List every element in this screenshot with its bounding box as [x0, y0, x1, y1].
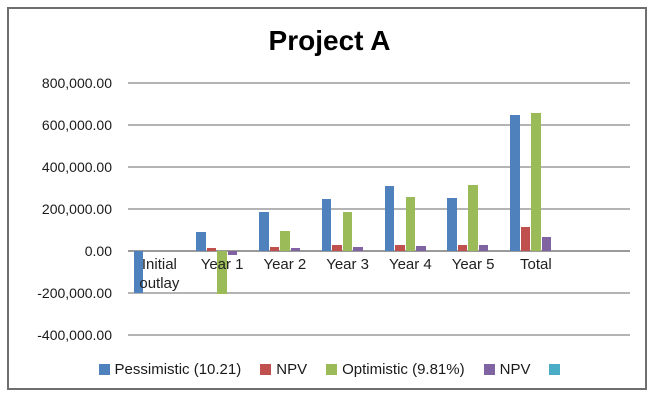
gridline	[128, 124, 630, 126]
legend-item: Optimistic (9.81%)	[326, 361, 465, 378]
y-axis-tick-label: -200,000.00	[37, 285, 112, 301]
legend-swatch-icon	[549, 363, 561, 375]
y-axis-tick-label: 200,000.00	[41, 201, 112, 217]
gridline	[128, 82, 630, 84]
legend-label: Pessimistic (10.21)	[114, 360, 242, 378]
chart-title: Project A	[268, 25, 391, 56]
gridline	[128, 292, 630, 294]
legend-label: Optimistic (9.81%)	[342, 360, 465, 378]
category-label: Year 4	[388, 256, 432, 273]
y-axis-tick-label: -400,000.00	[37, 327, 112, 343]
legend: Pessimistic (10.21) NPV Optimistic (9.81%)…	[0, 360, 659, 378]
category-label: Total	[520, 256, 552, 273]
legend-item	[549, 363, 561, 375]
y-axis-tick-label: 600,000.00	[41, 117, 112, 133]
bar-pessimistic-10-21	[510, 114, 520, 251]
y-axis-tick-label: 400,000.00	[41, 159, 112, 175]
bar-npv	[395, 244, 405, 251]
category-label: Year 2	[263, 256, 307, 273]
bar-npv	[290, 248, 301, 251]
bar-optimistic-9-81	[342, 212, 353, 251]
bar-pessimistic-10-21	[196, 231, 206, 251]
bar-npv	[478, 244, 489, 251]
category-label: Initial outlay	[139, 256, 180, 292]
bar-pessimistic-10-21	[447, 197, 457, 251]
gridline	[128, 334, 630, 336]
bar-pessimistic-10-21	[384, 185, 395, 251]
category-label: Year 3	[326, 256, 370, 273]
legend-item: NPV	[260, 361, 307, 378]
legend-item: Pessimistic (10.21)	[98, 360, 242, 378]
category-label: Year 1	[200, 256, 244, 273]
bar-npv	[269, 246, 280, 251]
category-label: Year 5	[451, 256, 495, 273]
bar-optimistic-9-81	[468, 185, 478, 251]
gridline	[128, 208, 630, 210]
legend-swatch-icon	[98, 363, 110, 375]
bar-optimistic-9-81	[531, 113, 541, 251]
legend-swatch-icon	[326, 363, 338, 375]
x-axis-zero-line	[128, 250, 630, 252]
legend-label: NPV	[276, 360, 308, 378]
bar-pessimistic-10-21	[321, 198, 332, 251]
y-axis-tick-label: 800,000.00	[41, 75, 112, 91]
bar-npv	[457, 245, 468, 251]
bar-optimistic-9-81	[280, 231, 290, 251]
bar-npv	[227, 251, 238, 255]
bar-pessimistic-10-21	[259, 212, 269, 251]
bar-pessimistic-10-21	[133, 251, 144, 293]
y-axis-tick-label: 0.00	[84, 243, 112, 259]
bar-optimistic-9-81	[405, 196, 416, 251]
legend-swatch-icon	[483, 363, 495, 375]
bar-npv	[520, 226, 531, 251]
bar-npv	[541, 236, 552, 251]
legend-label: NPV	[499, 360, 531, 378]
bar-npv	[416, 246, 426, 251]
bar-optimistic-9-81	[217, 251, 227, 295]
gridline	[128, 166, 630, 168]
bar-npv	[353, 246, 363, 251]
legend-swatch-icon	[260, 363, 272, 375]
bar-npv	[206, 248, 217, 251]
bar-npv	[332, 245, 342, 251]
legend-item: NPV	[483, 360, 531, 378]
